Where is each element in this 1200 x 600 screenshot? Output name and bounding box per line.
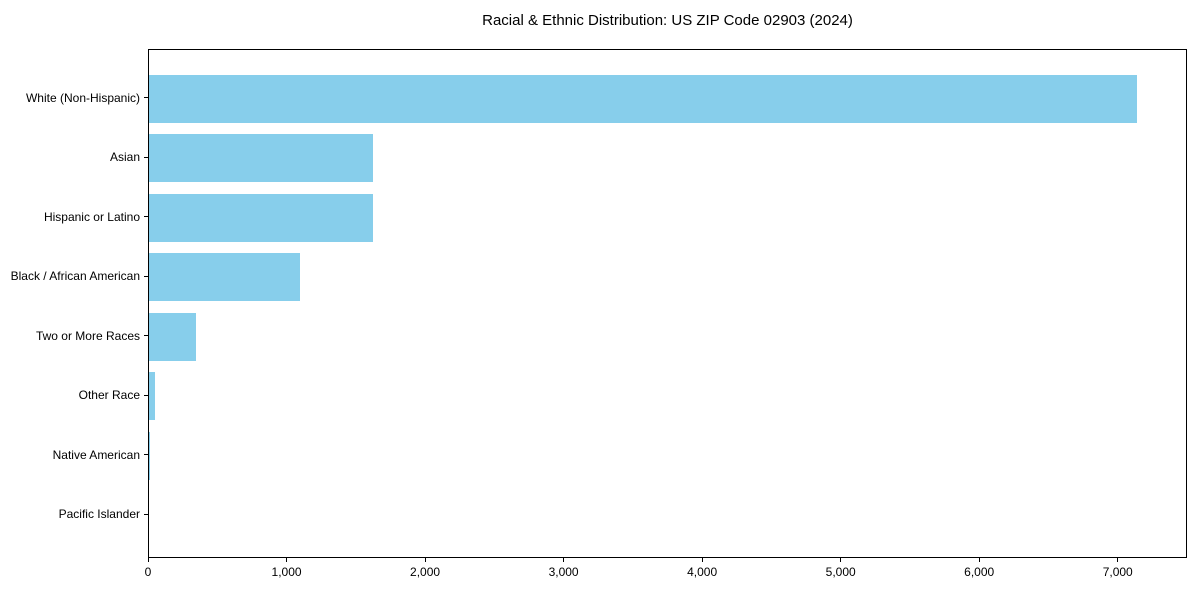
x-tick-label-0: 0 xyxy=(144,565,152,579)
chart-title: Racial & Ethnic Distribution: US ZIP Cod… xyxy=(482,12,853,29)
x-tick-mark xyxy=(563,558,565,562)
x-tick-mark xyxy=(286,558,288,562)
x-tick-mark xyxy=(147,558,149,562)
y-tick-label-asian: Asian xyxy=(109,150,140,165)
y-tick-mark xyxy=(144,156,148,158)
bar-other-race xyxy=(149,372,155,421)
bar-two-or-more-races xyxy=(149,312,197,361)
x-tick-label-3000: 3,000 xyxy=(548,565,579,579)
y-tick-mark xyxy=(144,454,148,456)
bar-hispanic-or-latino xyxy=(149,193,373,242)
x-tick-label-4000: 4,000 xyxy=(687,565,718,579)
y-tick-mark xyxy=(144,394,148,396)
y-tick-mark xyxy=(144,97,148,98)
y-tick-label-two-or-more-races: Two or More Races xyxy=(35,328,140,343)
bar-native-american xyxy=(149,431,150,480)
y-tick-mark xyxy=(144,275,148,277)
x-tick-label-7000: 7,000 xyxy=(1102,565,1133,579)
bar-white-non-hispanic xyxy=(149,74,1137,123)
plot-area xyxy=(148,49,1187,558)
x-tick-label-6000: 6,000 xyxy=(964,565,995,579)
bar-asian xyxy=(149,134,374,183)
x-tick-label-5000: 5,000 xyxy=(825,565,856,579)
bar-black-african-american xyxy=(149,253,300,302)
x-tick-mark xyxy=(1117,558,1119,562)
y-tick-label-other-race: Other Race xyxy=(78,388,140,403)
x-tick-mark xyxy=(978,558,980,562)
x-tick-mark xyxy=(701,558,703,562)
y-tick-label-native-american: Native American xyxy=(52,447,140,462)
y-tick-label-white-non-hispanic: White (Non-Hispanic) xyxy=(25,90,140,105)
x-tick-label-1000: 1,000 xyxy=(271,565,302,579)
y-tick-label-pacific-islander: Pacific Islander xyxy=(58,507,140,522)
y-tick-mark xyxy=(144,513,148,515)
y-tick-label-black-african-american: Black / African American xyxy=(10,269,140,284)
x-tick-mark xyxy=(840,558,842,562)
x-tick-mark xyxy=(424,558,426,562)
y-tick-mark xyxy=(144,216,148,218)
y-tick-mark xyxy=(144,335,148,337)
x-tick-label-2000: 2,000 xyxy=(410,565,441,579)
y-tick-label-hispanic-or-latino: Hispanic or Latino xyxy=(43,209,140,224)
